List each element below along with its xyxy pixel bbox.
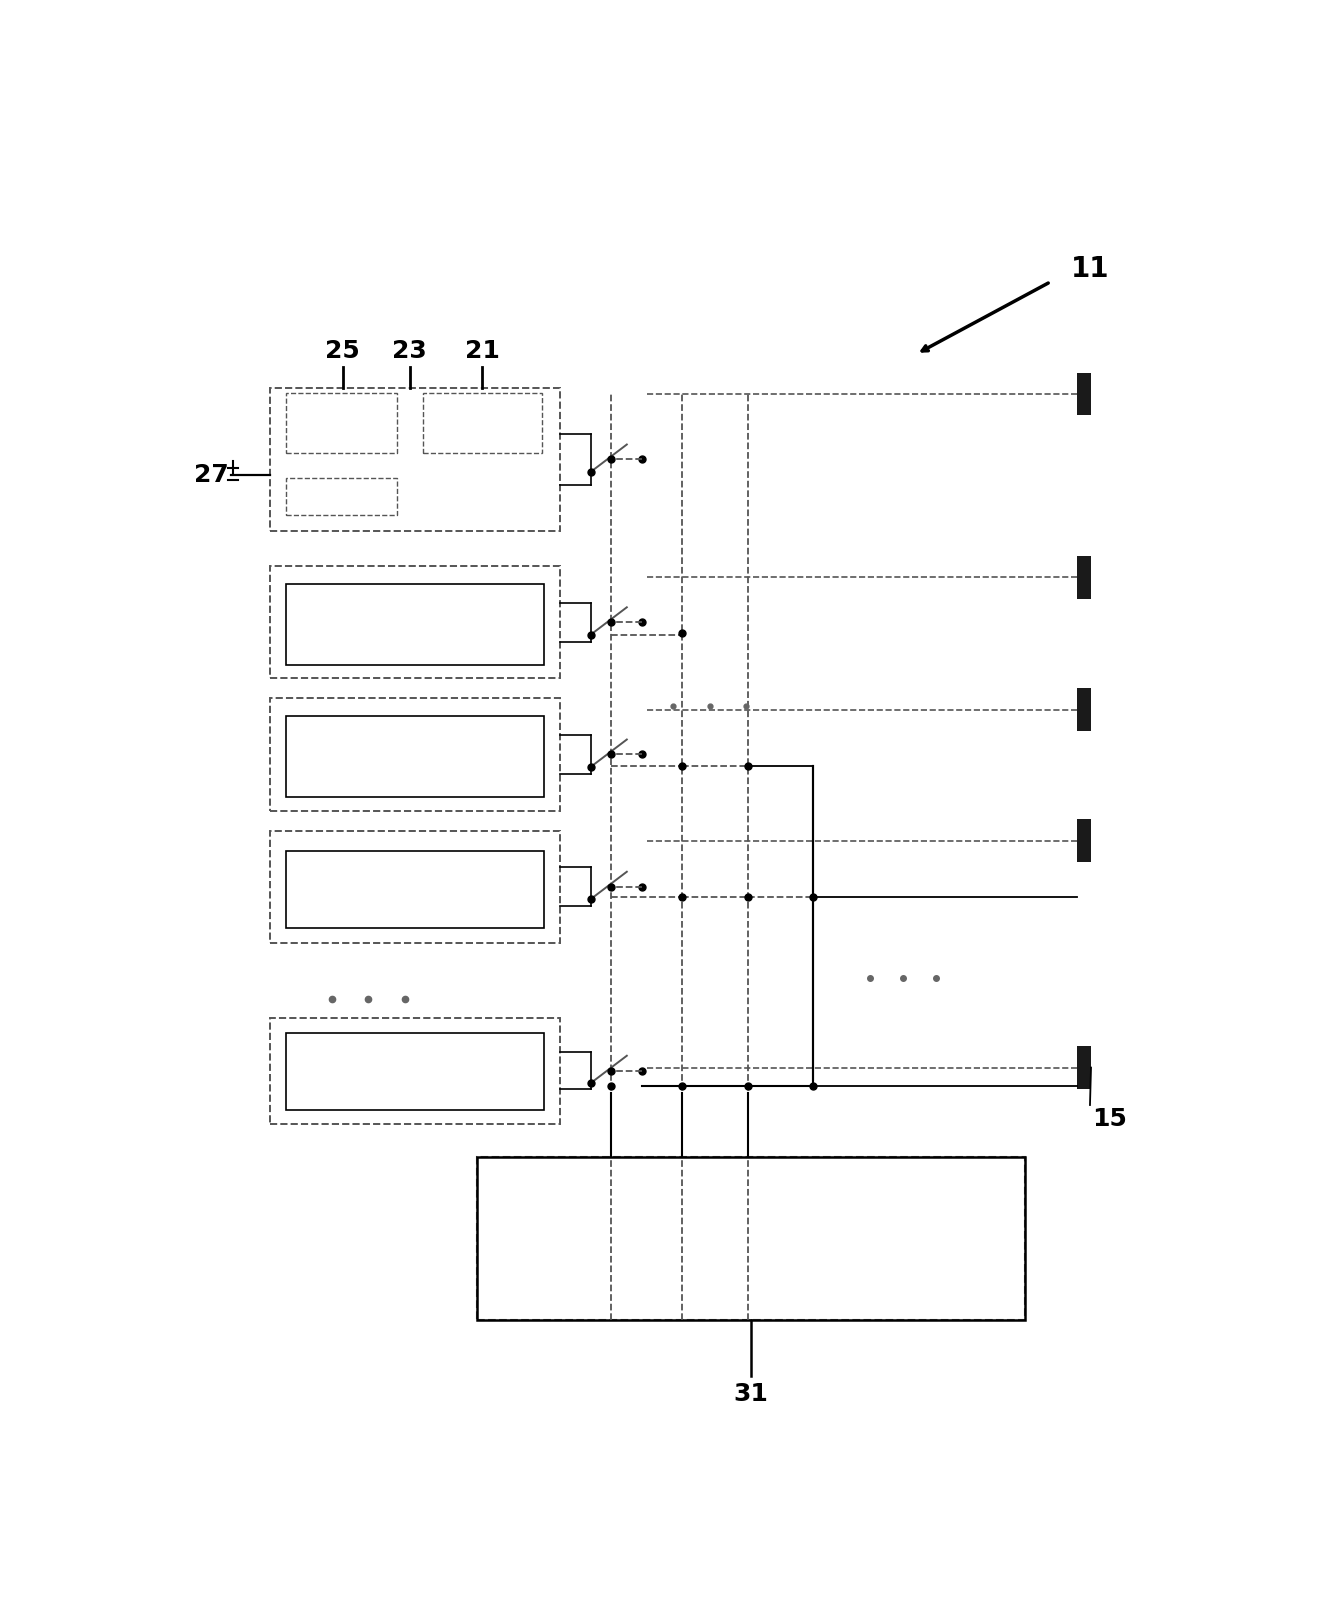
Bar [285,583,544,664]
Bar [478,1157,1025,1320]
Bar [269,565,560,679]
Bar [423,392,542,452]
Text: 27: 27 [193,463,229,488]
Text: 21: 21 [464,339,499,363]
Bar [1077,556,1091,598]
Text: 15: 15 [1093,1108,1127,1131]
Bar [1077,688,1091,731]
Text: 25: 25 [325,339,360,363]
Bar [269,698,560,810]
Bar [285,716,544,797]
Bar [1077,1047,1091,1089]
Bar [285,392,398,452]
Bar [285,1032,544,1110]
Bar [478,1157,1025,1320]
Bar [269,387,560,531]
Bar [1077,373,1091,415]
Text: 31: 31 [734,1382,768,1406]
Bar [269,1017,560,1124]
Bar [269,831,560,943]
Text: 23: 23 [392,339,427,363]
Bar [285,850,544,928]
Bar [285,478,398,515]
Text: 11: 11 [1071,256,1110,284]
Bar [1077,820,1091,862]
